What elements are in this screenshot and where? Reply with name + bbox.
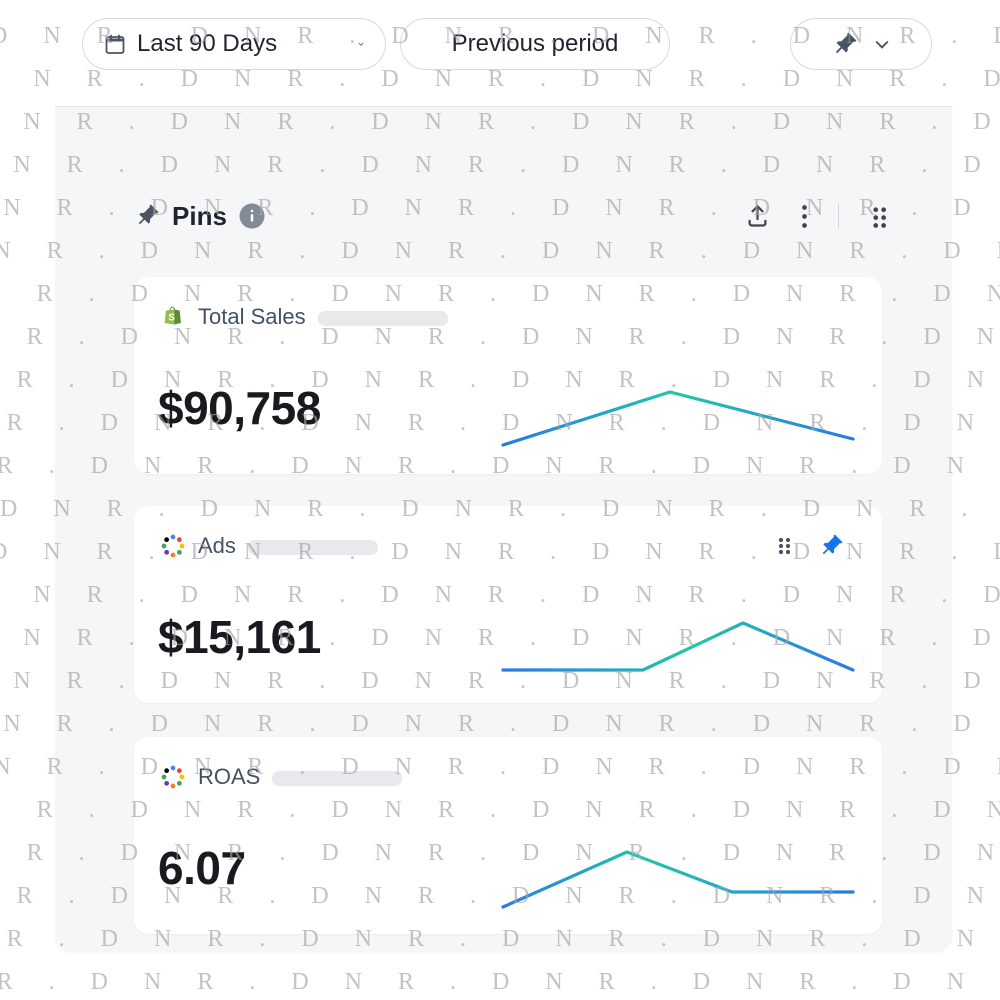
svg-text:S: S xyxy=(168,312,175,323)
